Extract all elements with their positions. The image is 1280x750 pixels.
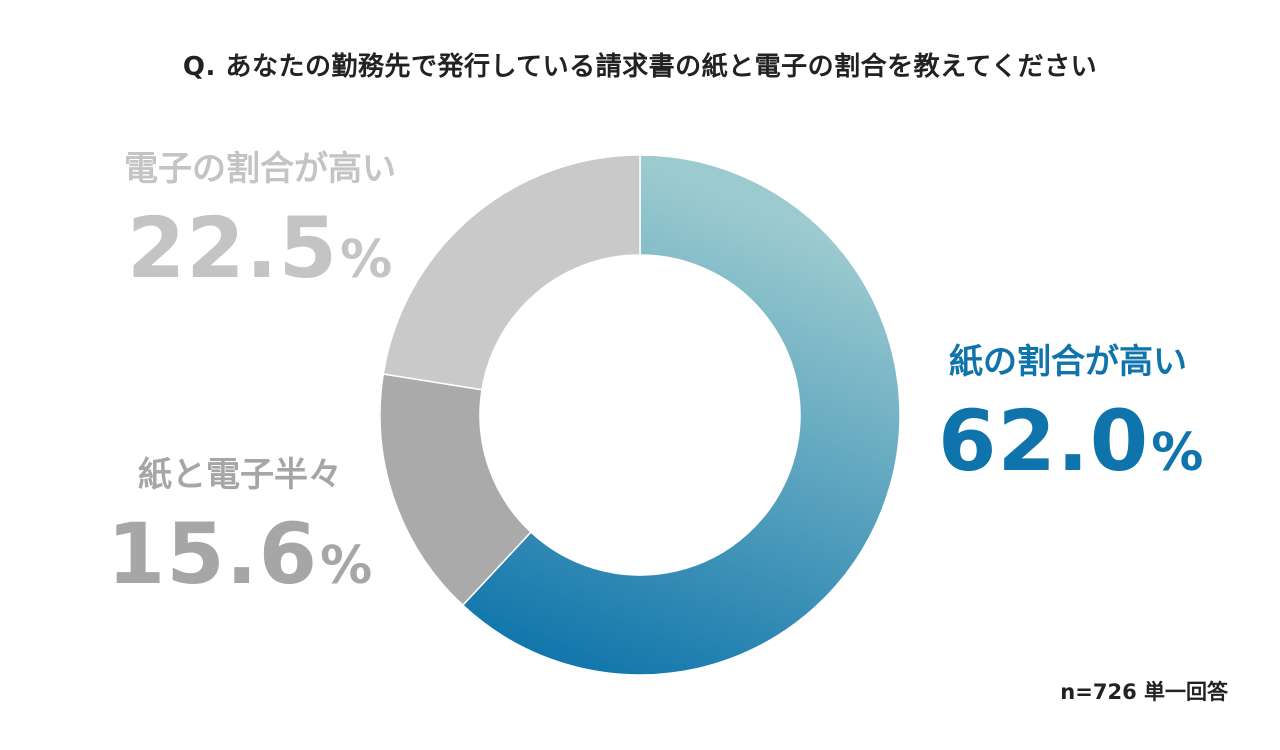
slice-value-electronic-number: 22.5 xyxy=(126,199,339,297)
slice-value-half: 15.6% xyxy=(100,512,380,596)
slice-value-electronic-unit: % xyxy=(340,230,394,290)
slice-value-half-number: 15.6 xyxy=(106,505,319,603)
chart-title: Q. あなたの勤務先で発行している請求書の紙と電子の割合を教えてください xyxy=(182,52,1098,82)
slice-name-electronic: 電子の割合が高い xyxy=(124,149,396,189)
donut-slice-electronic xyxy=(382,154,641,391)
slice-label-paper: 紙の割合が高い 62.0% xyxy=(938,342,1203,483)
donut-slices xyxy=(379,154,901,676)
slice-value-paper: 62.0% xyxy=(938,399,1203,483)
slice-name-paper: 紙の割合が高い xyxy=(949,342,1187,382)
donut-slice-paper xyxy=(461,154,901,676)
slice-value-half-unit: % xyxy=(320,536,374,596)
slice-value-paper-number: 62.0 xyxy=(938,392,1150,490)
slice-name-half: 紙と電子半々 xyxy=(138,455,342,495)
slice-label-half: 紙と電子半々 15.6% xyxy=(100,458,380,596)
slice-value-electronic: 22.5% xyxy=(110,206,410,290)
sample-size-note: n=726 単一回答 xyxy=(1060,680,1228,704)
slice-value-paper-unit: % xyxy=(1151,423,1205,483)
slice-label-electronic: 電子の割合が高い 22.5% xyxy=(110,152,410,290)
